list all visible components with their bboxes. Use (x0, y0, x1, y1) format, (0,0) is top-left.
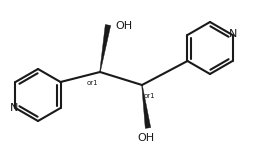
Text: or1: or1 (86, 80, 98, 86)
Text: or1: or1 (144, 93, 156, 99)
Text: N: N (229, 29, 238, 39)
Text: N: N (10, 103, 19, 113)
Text: OH: OH (138, 133, 155, 143)
Polygon shape (142, 85, 151, 128)
Polygon shape (100, 25, 111, 72)
Text: OH: OH (115, 21, 132, 31)
